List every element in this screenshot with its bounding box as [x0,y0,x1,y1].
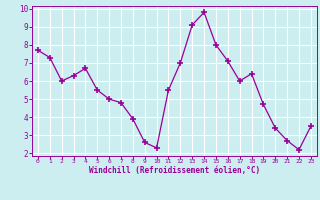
X-axis label: Windchill (Refroidissement éolien,°C): Windchill (Refroidissement éolien,°C) [89,166,260,175]
